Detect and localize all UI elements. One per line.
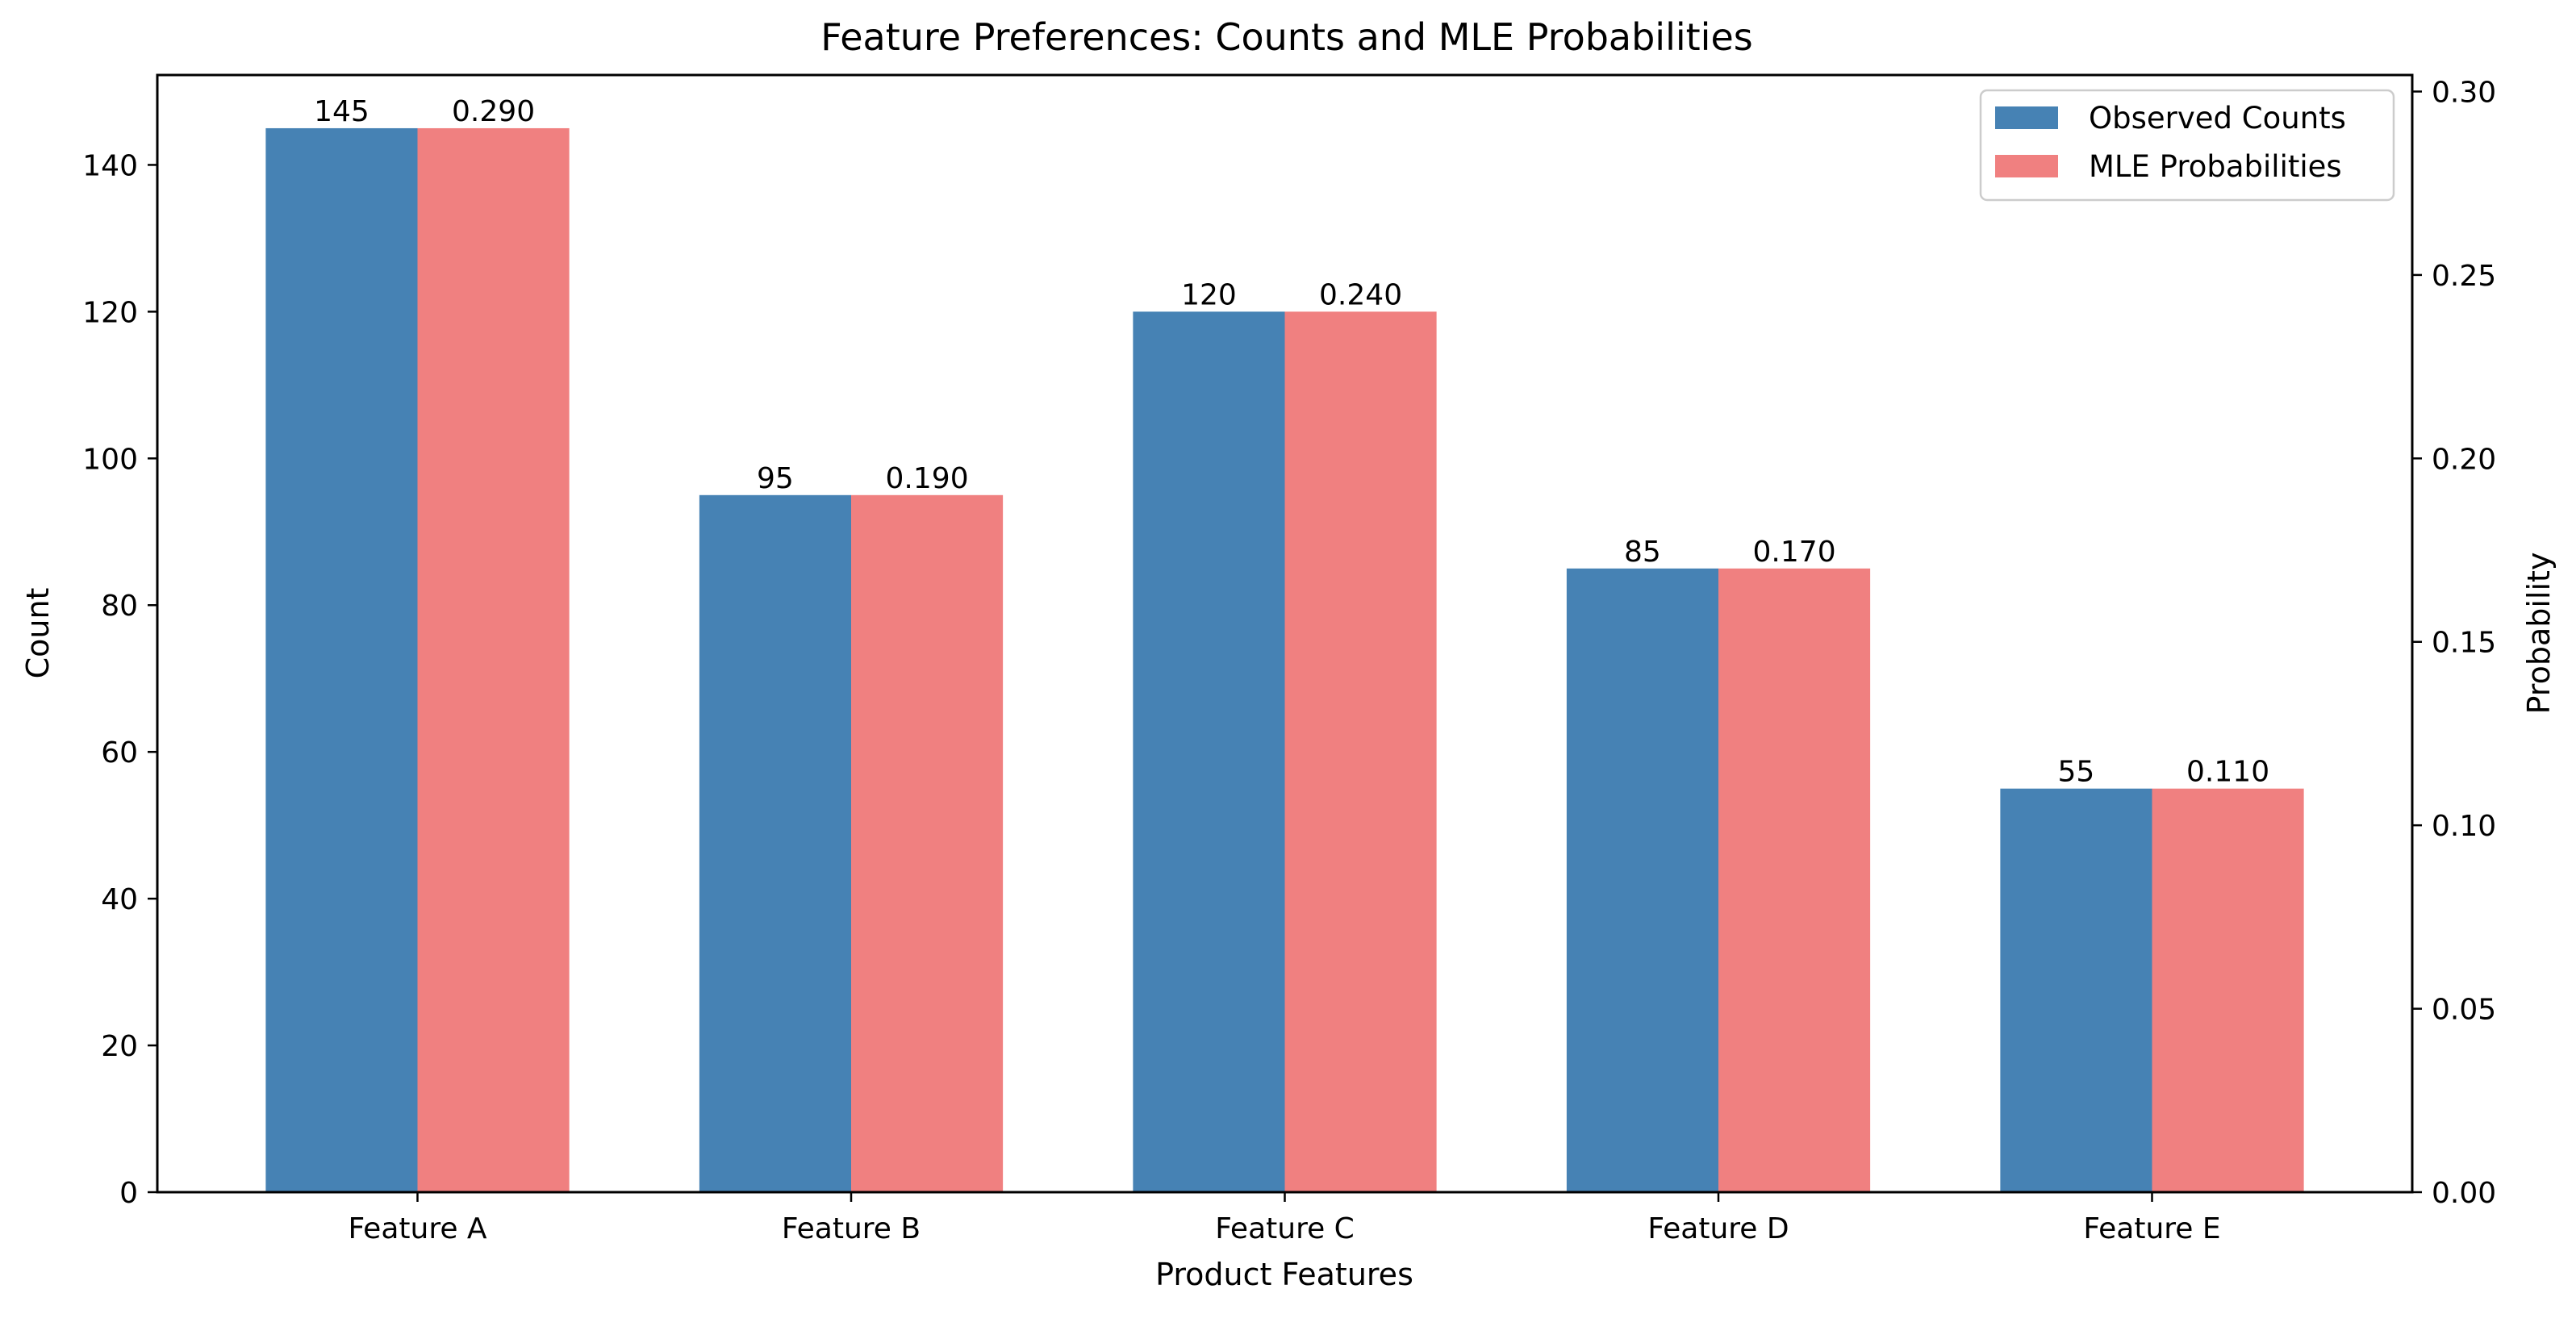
- bar-value-label: 120: [1181, 278, 1237, 311]
- bar-observed-counts-feature-e: [2000, 788, 2152, 1192]
- bar-observed-counts-feature-a: [265, 127, 418, 1192]
- x-tick-label: Feature C: [1215, 1212, 1355, 1245]
- bar-value-label: 0.190: [886, 462, 969, 495]
- y-tick-label: 40: [101, 883, 138, 916]
- y-tick-label: 0: [119, 1177, 138, 1210]
- bar-mle-probabilities-feature-d: [1718, 568, 1871, 1192]
- y-tick-label: 140: [82, 149, 138, 182]
- bar-observed-counts-feature-d: [1566, 568, 1718, 1192]
- bar-observed-counts-feature-c: [1133, 311, 1285, 1192]
- bar-mle-probabilities-feature-e: [2152, 788, 2304, 1192]
- y-axis-left: 0 20 40 60 80 100 120 140: [82, 149, 157, 1210]
- legend-label-observed-counts: Observed Counts: [2089, 101, 2346, 136]
- chart-title: Feature Preferences: Counts and MLE Prob…: [820, 15, 1752, 59]
- y2-tick-label: 0.05: [2432, 994, 2496, 1027]
- bar-value-label: 95: [757, 462, 794, 495]
- x-tick-label: Feature E: [2083, 1212, 2220, 1245]
- y-tick-label: 80: [101, 590, 138, 623]
- bar-mle-probabilities-feature-b: [851, 494, 1004, 1192]
- bar-value-label: 0.110: [2186, 756, 2269, 789]
- x-axis: Feature A Feature B Feature C Feature D Feat…: [348, 1192, 2221, 1245]
- y2-tick-label: 0.30: [2432, 76, 2496, 109]
- bar-value-label: 85: [1624, 536, 1661, 569]
- y-tick-label: 100: [82, 443, 138, 476]
- y2-tick-label: 0.15: [2432, 627, 2496, 660]
- bar-mle-probabilities-feature-a: [417, 127, 570, 1192]
- y-axis-label: Count: [20, 588, 56, 679]
- legend-label-mle-probabilities: MLE Probabilities: [2089, 149, 2342, 184]
- legend-swatch-mle-probabilities: [1995, 155, 2058, 177]
- legend-box: [1979, 89, 2395, 202]
- y-tick-label: 20: [101, 1030, 138, 1063]
- x-tick-label: Feature D: [1647, 1212, 1789, 1245]
- y-axis-right: 0.00 0.05 0.10 0.15 0.20 0.25 0.30: [2412, 76, 2496, 1210]
- legend-swatch-observed-counts: [1995, 106, 2058, 129]
- y2-tick-label: 0.25: [2432, 260, 2496, 293]
- bar-value-label: 55: [2058, 756, 2095, 789]
- bar-value-label: 0.240: [1319, 278, 1402, 311]
- y2-tick-label: 0.20: [2432, 443, 2496, 476]
- y-tick-label: 120: [82, 296, 138, 329]
- bar-value-label: 0.170: [1753, 536, 1836, 569]
- y2-tick-label: 0.00: [2432, 1177, 2496, 1210]
- bar-observed-counts-feature-b: [699, 494, 851, 1192]
- bar-value-label: 0.290: [452, 95, 535, 128]
- y2-tick-label: 0.10: [2432, 810, 2496, 843]
- y2-axis-label: Probability: [2521, 553, 2557, 715]
- bar-value-label: 145: [314, 95, 369, 128]
- x-tick-label: Feature B: [782, 1212, 921, 1245]
- bar-mle-probabilities-feature-c: [1284, 311, 1437, 1192]
- x-axis-label: Product Features: [1155, 1257, 1413, 1292]
- legend: Observed Counts MLE Probabilities: [1979, 89, 2395, 202]
- x-tick-label: Feature A: [348, 1212, 486, 1245]
- bars-layer: [265, 127, 2304, 1192]
- bar-labels-layer: 145 95 120 85 55 0.290 0.190 0.240 0.170 0.110: [314, 95, 2269, 789]
- y-tick-label: 60: [101, 736, 138, 770]
